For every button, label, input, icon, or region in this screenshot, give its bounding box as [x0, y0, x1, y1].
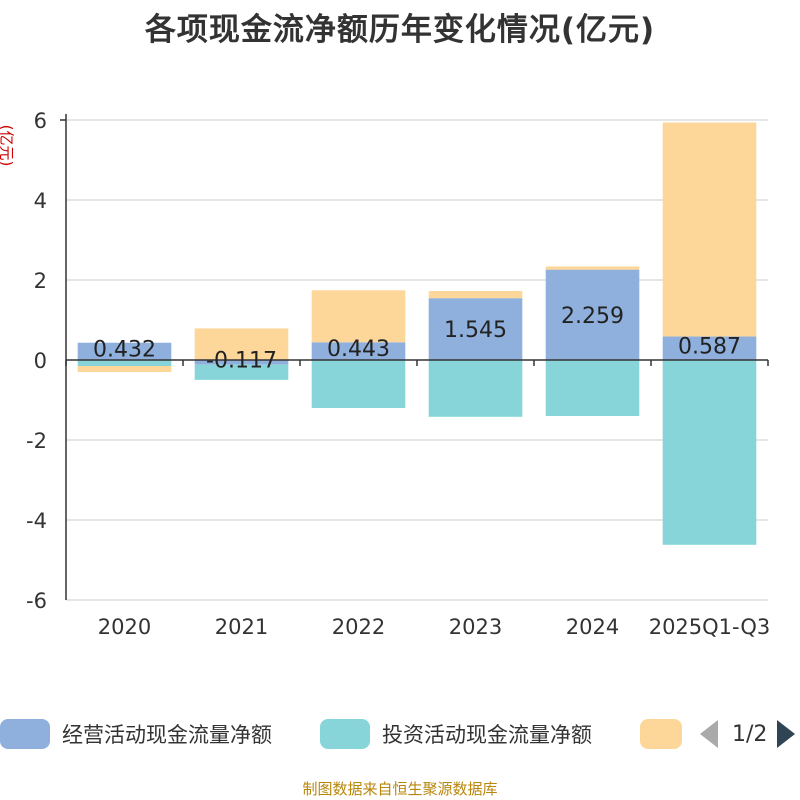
bar-2020-series-0 — [77, 342, 172, 360]
data-source-note: 制图数据来自恒生聚源数据库 — [302, 780, 498, 798]
x-tick-label-2022: 2022 — [332, 615, 385, 639]
x-tick-label-2024: 2024 — [566, 615, 619, 639]
legend-prev-page-icon[interactable] — [700, 720, 718, 748]
data-label-2024: 2.259 — [561, 304, 624, 329]
bar-2021-series-0 — [194, 360, 289, 365]
legend-item-investing[interactable]: 投资活动现金流量净额 — [320, 716, 592, 752]
y-tick-label: 4 — [34, 189, 47, 213]
data-label-2025Q1-Q3: 0.587 — [678, 334, 741, 359]
bar-2021-series-1 — [194, 364, 289, 380]
bar-2024-series-2 — [545, 266, 640, 270]
axes — [60, 114, 769, 600]
x-tick-label-2023: 2023 — [449, 615, 502, 639]
bar-2021-series-2 — [194, 328, 289, 360]
data-label-2021: -0.117 — [206, 348, 277, 373]
y-tick-label: 6 — [34, 109, 47, 133]
bar-2025Q1-Q3-series-0 — [662, 336, 757, 360]
legend-item-financing[interactable] — [640, 716, 694, 752]
legend-item-operating[interactable]: 经营活动现金流量净额 — [0, 716, 272, 752]
y-tick-label: 0 — [34, 349, 47, 373]
legend: 经营活动现金流量净额 投资活动现金流量净额 — [0, 716, 800, 752]
legend-swatch-investing — [320, 719, 370, 749]
legend-next-page-icon[interactable] — [777, 720, 796, 748]
y-tick-label: -4 — [26, 509, 47, 533]
legend-page-indicator: 1/2 — [732, 721, 768, 747]
bar-2023-series-0 — [428, 298, 523, 360]
grid-lines — [66, 119, 768, 601]
data-label-2023: 1.545 — [444, 318, 507, 343]
legend-label-operating: 经营活动现金流量净额 — [62, 723, 272, 747]
x-tick-label-2021: 2021 — [215, 615, 268, 639]
bar-marks — [77, 122, 757, 545]
y-tick-label: -6 — [26, 589, 47, 613]
bar-2023-series-1 — [428, 360, 523, 417]
bar-2023-series-2 — [428, 291, 523, 299]
bar-2020-series-2 — [77, 366, 172, 372]
y-tick-label: 2 — [34, 269, 47, 293]
bar-2022-series-1 — [311, 360, 406, 408]
legend-pager: 1/2 — [700, 716, 796, 752]
x-tick-label-2020: 2020 — [98, 615, 151, 639]
legend-swatch-financing — [640, 719, 682, 749]
bar-2024-series-1 — [545, 360, 640, 416]
bar-2025Q1-Q3-series-1 — [662, 360, 757, 545]
bar-2025Q1-Q3-series-2 — [662, 122, 757, 337]
bar-2022-series-0 — [311, 342, 406, 360]
data-label-2020: 0.432 — [93, 337, 156, 362]
legend-swatch-operating — [0, 719, 50, 749]
chart-title: 各项现金流净额历年变化情况(亿元) — [144, 12, 656, 48]
bar-2020-series-1 — [77, 360, 172, 366]
y-tick-label: -2 — [26, 429, 47, 453]
tick-labels: 6 4 2 0 -2 -4 -6 2020 2021 2022 2023 2024 2025Q1-Q3 — [26, 109, 770, 639]
data-labels: 0.432 -0.117 0.443 1.545 2.259 0.587 — [93, 304, 741, 374]
legend-label-investing: 投资活动现金流量净额 — [382, 723, 592, 747]
data-label-2022: 0.443 — [327, 337, 390, 362]
x-tick-label-2025Q1-Q3: 2025Q1-Q3 — [649, 615, 771, 639]
bar-2024-series-0 — [545, 269, 640, 360]
bar-2022-series-2 — [311, 290, 406, 343]
